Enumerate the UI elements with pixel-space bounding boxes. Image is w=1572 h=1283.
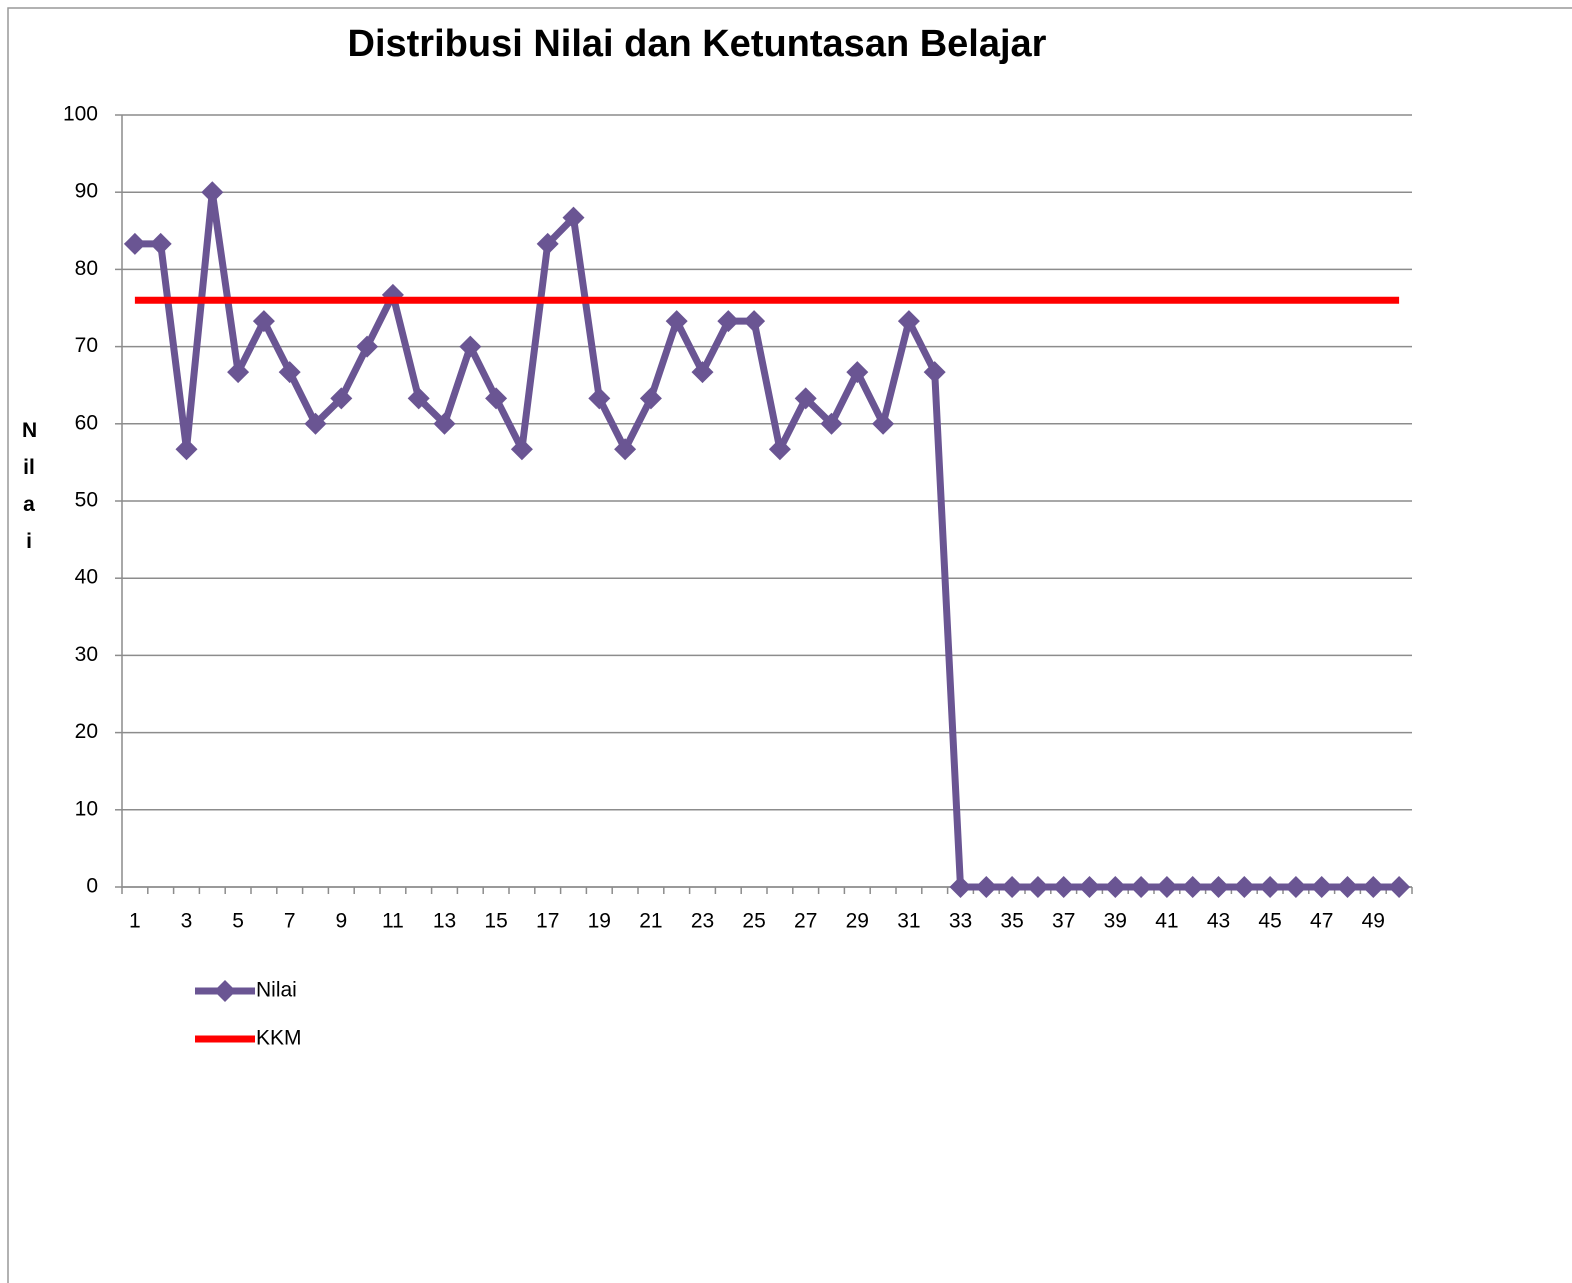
point: [227, 361, 250, 384]
point: [459, 335, 482, 358]
x-tick-label: 1: [129, 910, 141, 933]
x-tick-label: 29: [846, 910, 869, 933]
x-tick-label: 5: [232, 910, 244, 933]
point: [614, 438, 637, 461]
point: [123, 232, 146, 255]
point: [1155, 876, 1178, 898]
y-tick-label: 80: [75, 257, 98, 280]
point: [485, 387, 508, 410]
x-tick-label: 39: [1104, 910, 1127, 933]
point: [252, 310, 275, 333]
x-tick-label: 27: [794, 910, 817, 933]
point: [794, 387, 817, 410]
point: [1130, 876, 1153, 898]
x-tick-label: 33: [949, 910, 972, 933]
series-line: [134, 188, 1400, 891]
point: [1001, 876, 1024, 898]
point: [588, 387, 611, 410]
point: [1078, 876, 1101, 898]
legend-marker: [214, 980, 236, 1002]
point: [1362, 876, 1385, 898]
y-tick-label: 40: [75, 566, 98, 589]
point: [356, 335, 379, 358]
x-tick-label: 17: [536, 910, 559, 933]
x-tick-label: 23: [691, 910, 714, 933]
point: [510, 438, 533, 461]
point: [846, 361, 869, 384]
x-tick-label: 43: [1207, 910, 1230, 933]
x-tick-label: 21: [639, 910, 662, 933]
x-tick-label: 3: [181, 910, 193, 933]
y-tick-label: 50: [75, 489, 98, 512]
y-axis-label: Nilai: [22, 419, 38, 553]
chart-title: Distribusi Nilai dan Ketuntasan Belajar: [348, 23, 1047, 65]
point: [1259, 876, 1282, 898]
point: [1104, 876, 1127, 898]
y-tick-label: 60: [75, 411, 98, 434]
point: [1207, 876, 1230, 898]
point: [1388, 876, 1411, 898]
point: [407, 387, 430, 410]
point: [433, 412, 456, 435]
x-tick-label: 15: [484, 910, 507, 933]
x-tick-label: 9: [335, 910, 347, 933]
y-tick-label: 70: [75, 334, 98, 357]
point: [1310, 876, 1333, 898]
point: [175, 438, 198, 461]
point: [691, 361, 714, 384]
point: [149, 232, 172, 255]
point: [717, 310, 740, 333]
y-tick-label: 100: [63, 103, 98, 126]
point: [768, 438, 791, 461]
y-tick-label: 0: [86, 875, 98, 898]
point: [949, 876, 972, 898]
x-tick-label: 7: [284, 910, 296, 933]
legend-label: KKM: [256, 1027, 302, 1050]
x-tick-label: 31: [897, 910, 920, 933]
point: [1052, 876, 1075, 898]
x-tick-label: 49: [1362, 910, 1385, 933]
x-tick-label: 47: [1310, 910, 1333, 933]
point: [330, 387, 353, 410]
point: [201, 181, 224, 204]
point: [1284, 876, 1307, 898]
point: [743, 310, 766, 333]
point: [923, 361, 946, 384]
x-tick-label: 19: [588, 910, 611, 933]
point: [562, 206, 585, 229]
x-tick-label: 35: [1000, 910, 1023, 933]
x-tick-label: 25: [742, 910, 765, 933]
point: [278, 361, 301, 384]
y-tick-label: 20: [75, 720, 98, 743]
point: [536, 232, 559, 255]
x-tick-label: 13: [433, 910, 456, 933]
point: [665, 310, 688, 333]
point: [1336, 876, 1359, 898]
x-tick-label: 11: [382, 910, 404, 933]
point: [1233, 876, 1256, 898]
y-tick-label: 30: [75, 643, 98, 666]
point: [897, 310, 920, 333]
point: [639, 387, 662, 410]
legend-label: Nilai: [256, 979, 297, 1002]
x-tick-label: 37: [1052, 910, 1075, 933]
frame: [7, 7, 1572, 1283]
y-tick-label: 10: [75, 797, 98, 820]
point: [820, 412, 843, 435]
point: [304, 412, 327, 435]
point: [975, 876, 998, 898]
point: [872, 412, 895, 435]
point: [1181, 876, 1204, 898]
y-tick-label: 90: [75, 180, 98, 203]
x-tick-label: 41: [1155, 910, 1178, 933]
x-tick-label: 45: [1258, 910, 1281, 933]
point: [1026, 876, 1049, 898]
